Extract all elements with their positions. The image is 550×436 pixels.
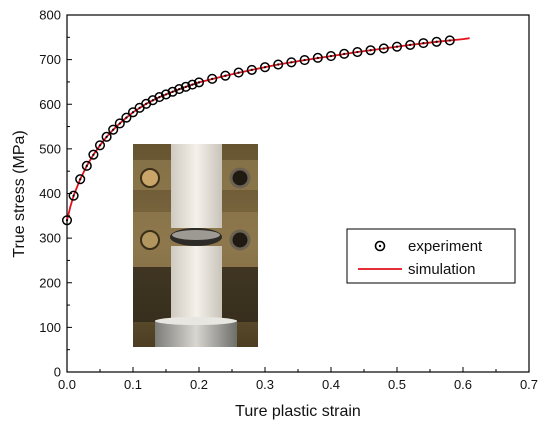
experiment-point [101,131,112,142]
experiment-point [174,84,185,95]
experiment-points [61,35,455,226]
experiment-point [167,86,178,97]
y-tick-label: 800 [39,8,61,23]
y-axis: 0 100 200 300 400 500 600 700 800 [39,8,72,380]
y-tick-label: 300 [39,231,61,246]
experiment-point [233,67,244,78]
y-tick-label: 700 [39,52,61,67]
experiment-point [75,174,86,185]
experiment-point [193,77,205,88]
experiment-point [391,41,403,52]
experiment-point [259,62,271,73]
experiment-point [114,118,125,129]
experiment-point [61,215,73,226]
experiment-point [299,55,310,66]
experiment-point [154,92,165,103]
experiment-point [68,190,79,201]
experiment-point [81,160,92,171]
y-tick-label: 400 [39,186,61,201]
experiment-point [405,39,416,50]
experiment-point [286,57,297,68]
experiment-point [378,43,389,54]
x-tick-label: 0.6 [454,377,472,392]
x-tick-label: 0.4 [322,377,340,392]
experiment-point [220,70,231,81]
experiment-point [352,46,363,58]
experiment-point [88,149,99,160]
experiment-point [418,38,429,49]
x-tick-label: 0.2 [190,377,208,392]
legend: experiment simulation [346,228,516,284]
x-axis: 0.0 0.1 0.2 0.3 0.4 0.5 0.6 0.7 [58,367,538,392]
experiment-point [187,79,198,90]
x-tick-label: 0.0 [58,377,76,392]
experiment-point [160,89,172,100]
x-tick-label: 0.5 [388,377,406,392]
experiment-point [365,45,376,56]
x-axis-title: Ture plastic strain [235,403,361,420]
experiment-point [207,73,218,84]
experiment-point [94,140,106,151]
experiment-point [431,36,442,47]
experiment-point [246,64,257,75]
y-axis-title: True stress (MPa) [11,130,28,257]
experiment-point [273,59,284,70]
y-tick-label: 0 [54,365,61,380]
experiment-point [444,35,455,46]
legend-marker-experiment [374,240,386,252]
y-tick-label: 500 [39,141,61,156]
x-tick-label: 0.7 [520,377,538,392]
experiment-point [325,51,337,62]
experiment-point [121,112,132,123]
experiment-point [108,124,119,135]
legend-label-experiment: experiment [408,238,483,255]
inset-photo [133,144,258,347]
x-tick-label: 0.1 [124,377,142,392]
y-tick-label: 200 [39,275,61,290]
y-tick-label: 600 [39,97,61,112]
x-tick-label: 0.3 [256,377,274,392]
y-tick-label: 100 [39,320,61,335]
legend-box [346,228,516,284]
experiment-point [180,81,191,92]
legend-label-simulation: simulation [408,261,476,278]
experiment-point [339,48,350,59]
experiment-point [312,52,323,63]
